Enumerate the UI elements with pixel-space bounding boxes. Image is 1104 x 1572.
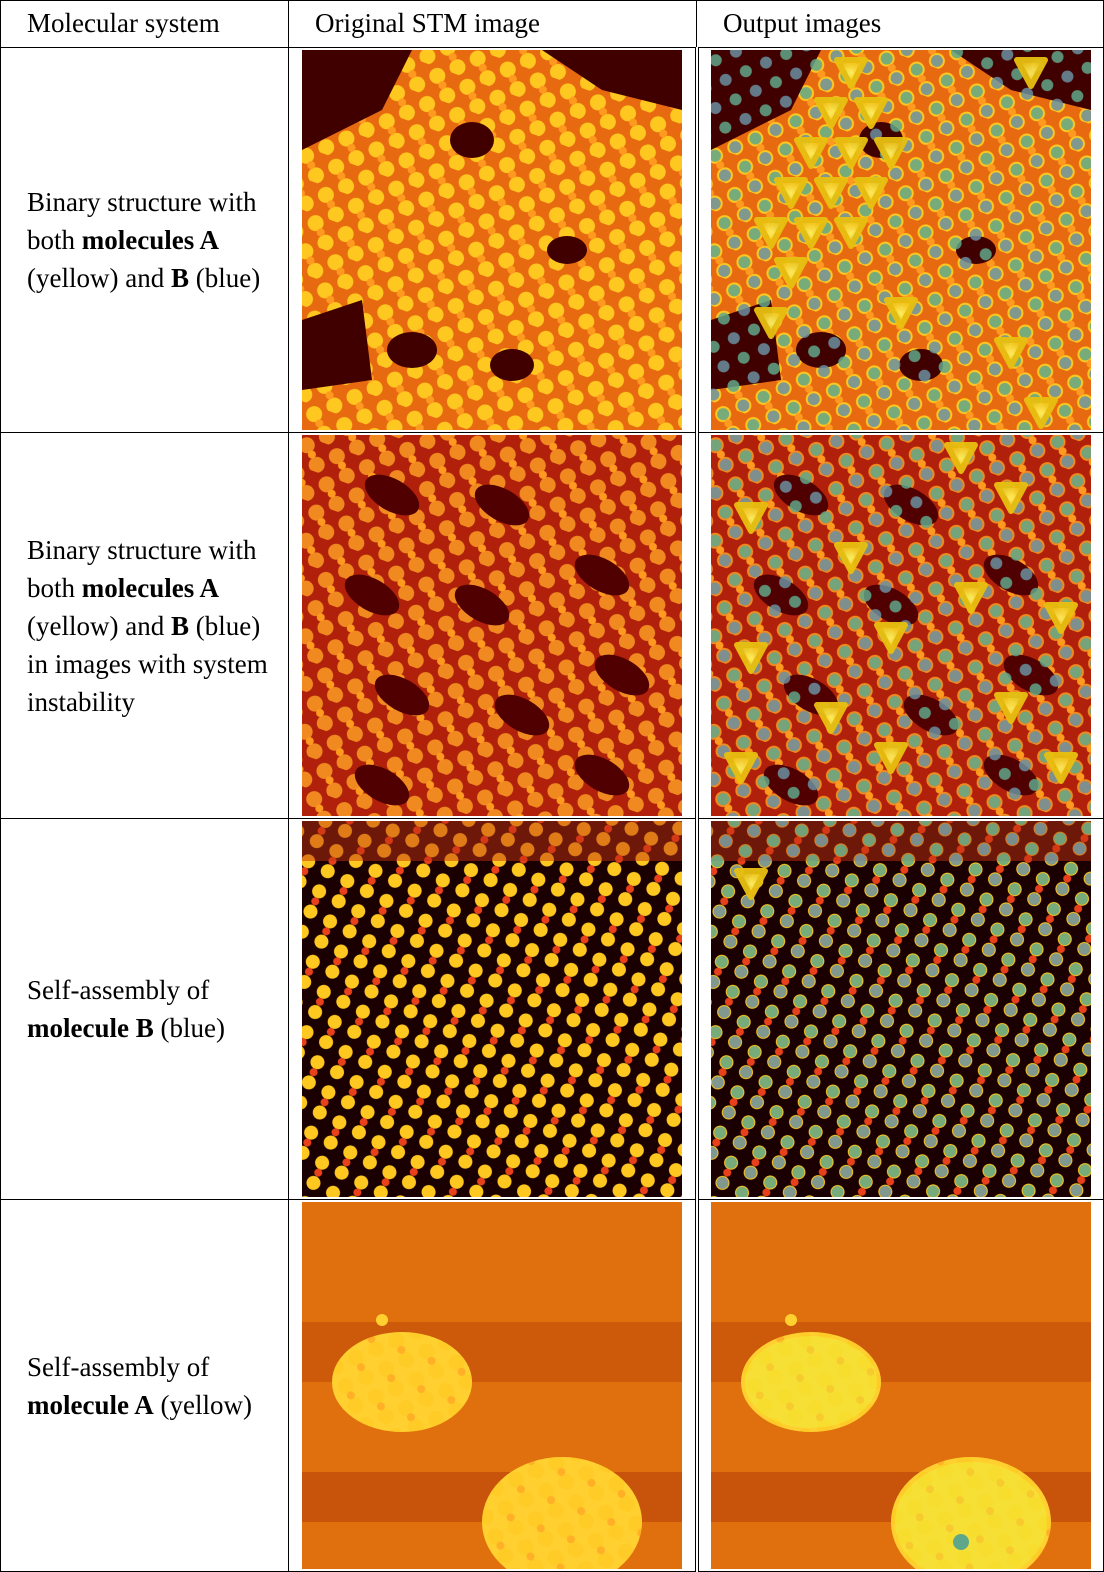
image-cell (289, 48, 697, 433)
bold-text: molecule B (27, 1013, 154, 1043)
image-cell (697, 48, 1104, 433)
table-row: Self-assembly of molecule B (blue) (1, 819, 1104, 1200)
output-image (711, 1202, 1091, 1569)
image-cell (289, 433, 697, 819)
header-cell: Original STM image (289, 1, 697, 48)
text: (blue) (154, 1013, 225, 1043)
stm-image (302, 50, 682, 430)
image-cell (697, 433, 1104, 819)
text: Self-assembly of (27, 1352, 209, 1382)
bold-text: molecule A (27, 1390, 154, 1420)
image-cell (289, 819, 697, 1200)
text: Self-assembly of (27, 975, 209, 1005)
table-row: Self-assembly of molecule A (yellow) (1, 1200, 1104, 1572)
description-cell: Binary structure with both molecules A (… (1, 48, 289, 433)
header-cell: Molecular system (1, 1, 289, 48)
output-image (711, 435, 1091, 816)
bold-text: molecules A (82, 573, 219, 603)
image-cell (697, 1200, 1104, 1572)
page: {"table": { "header": ["Molecular system… (0, 0, 1104, 1568)
description-cell: Self-assembly of molecule A (yellow) (1, 1200, 289, 1572)
description-cell: Binary structure with both molecules A (… (1, 433, 289, 819)
bold-text: molecules A (82, 225, 219, 255)
output-image (711, 821, 1091, 1197)
output-image (711, 50, 1091, 430)
stm-image (302, 1202, 682, 1569)
stm-image (302, 435, 682, 816)
image-cell (697, 819, 1104, 1200)
image-cell (289, 1200, 697, 1572)
bold-text: B (171, 263, 189, 293)
text: (yellow) (154, 1390, 252, 1420)
stm-image (302, 821, 682, 1197)
text: (yellow) and (27, 611, 171, 641)
bold-text: B (171, 611, 189, 641)
description-cell: Self-assembly of molecule B (blue) (1, 819, 289, 1200)
table-row: Binary structure with both molecules A (… (1, 48, 1104, 433)
header-cell: Output images (697, 1, 1104, 48)
table-body: Molecular systemOriginal STM imageOutput… (1, 1, 1104, 1572)
table-row: Binary structure with both molecules A (… (1, 433, 1104, 819)
results-table: Molecular systemOriginal STM imageOutput… (0, 0, 1104, 1572)
text: (yellow) and (27, 263, 171, 293)
text: (blue) (189, 263, 260, 293)
